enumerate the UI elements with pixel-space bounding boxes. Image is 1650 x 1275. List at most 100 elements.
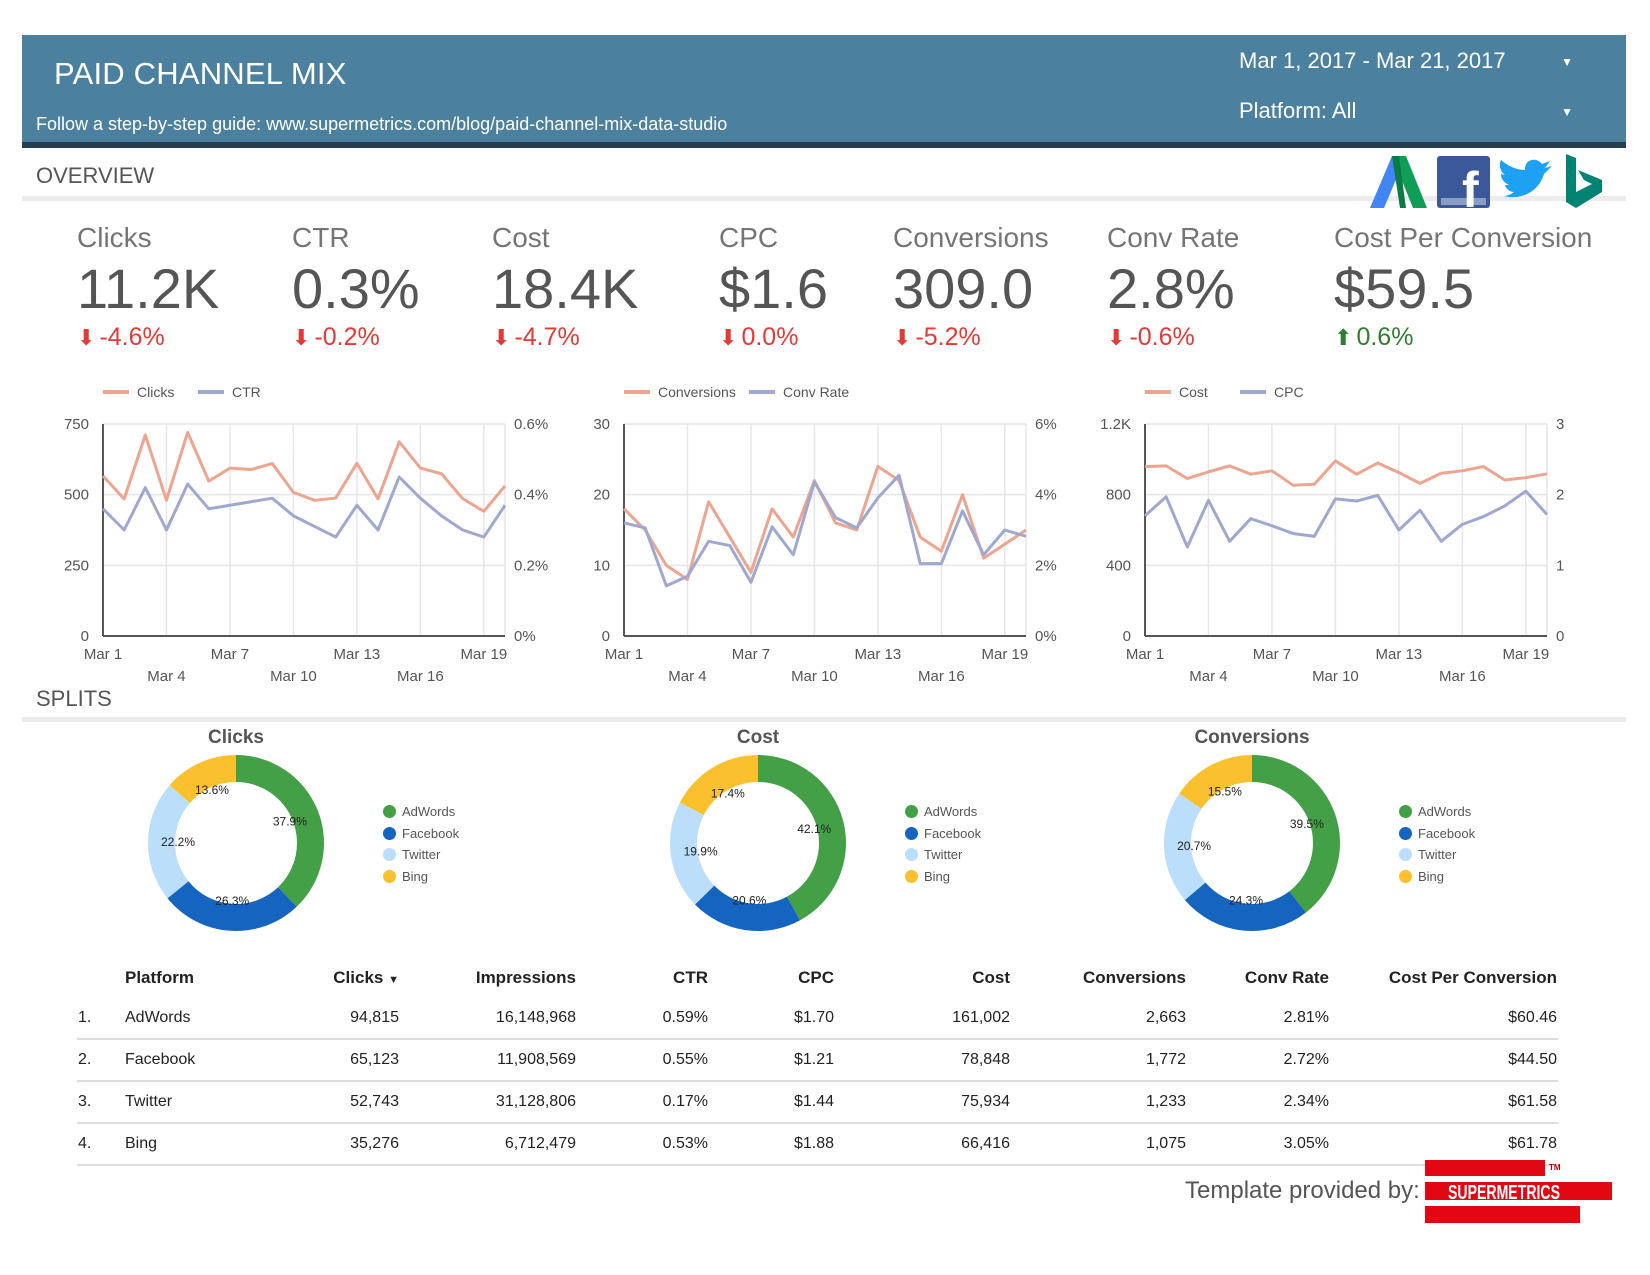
header-bottom-strip — [22, 142, 1626, 148]
y-tick-label-left: 20 — [593, 487, 610, 504]
cell-conversions: 1,772 — [1011, 1039, 1187, 1082]
legend-item-facebook[interactable]: Facebook — [383, 823, 459, 845]
legend-item-bing[interactable]: Bing — [1399, 866, 1475, 888]
x-tick-label: Mar 16 — [918, 668, 965, 685]
legend-label: Clicks — [137, 384, 174, 400]
x-tick-label: Mar 19 — [1502, 646, 1549, 663]
row-index: 3. — [77, 1081, 124, 1124]
column-header-cost[interactable]: Cost — [972, 968, 1010, 987]
column-header-cost-per-conversion[interactable]: Cost Per Conversion — [1388, 968, 1557, 987]
y-tick-label-left: 0 — [602, 628, 610, 645]
legend-item-facebook[interactable]: Facebook — [905, 823, 981, 845]
x-tick-label: Mar 10 — [270, 668, 317, 685]
legend-item-bing[interactable]: Bing — [383, 866, 459, 888]
cell-conv-rate: 3.05% — [1187, 1123, 1330, 1166]
supermetrics-logo[interactable]: SUPERMETRICS TM — [1420, 1158, 1615, 1226]
legend-item-twitter[interactable]: Twitter — [383, 844, 459, 866]
y-tick-label-right: 0.4% — [514, 487, 548, 504]
cell-impressions: 16,148,968 — [400, 998, 577, 1040]
column-header-impressions[interactable]: Impressions — [475, 968, 576, 987]
date-range-picker[interactable]: Mar 1, 2017 - Mar 21, 2017 ▼ — [1239, 48, 1599, 74]
legend-label: CTR — [232, 384, 261, 400]
column-header-clicks[interactable]: Clicks ▼ — [246, 958, 400, 998]
legend-label: AdWords — [1418, 804, 1472, 820]
kpi-cost: Cost 18.4K ⬇ -4.7% — [492, 222, 712, 352]
column-header-cpc[interactable]: CPC — [798, 968, 834, 987]
legend-item-adwords[interactable]: AdWords — [383, 801, 459, 823]
x-tick-label: Mar 13 — [334, 646, 381, 663]
table-row[interactable]: 3. Twitter 52,743 31,128,806 0.17% $1.44 75,93… — [77, 1081, 1558, 1124]
series-line-cpc — [1143, 489, 1549, 549]
legend-label: Bing — [1418, 868, 1445, 884]
legend-label: Conversions — [658, 384, 736, 400]
column-header-ctr[interactable]: CTR — [673, 968, 708, 987]
legend-label: CPC — [1274, 384, 1304, 400]
x-tick-label: Mar 16 — [397, 668, 444, 685]
x-tick-label: Mar 16 — [1439, 668, 1486, 685]
donut-chart-conversions: 39.5% 24.3% 20.7% 15.5% — [1164, 755, 1340, 931]
cell-impressions: 31,128,806 — [400, 1081, 577, 1124]
arrow-down-icon: ⬇ — [492, 325, 511, 350]
arrow-down-icon: ⬇ — [292, 325, 311, 350]
legend-dot — [383, 826, 396, 840]
row-index: 4. — [77, 1123, 124, 1166]
cell-ctr: 0.59% — [577, 998, 709, 1040]
legend-item-twitter[interactable]: Twitter — [1399, 844, 1475, 866]
donut-chart-clicks: 37.9% 26.3% 22.2% 13.6% — [148, 755, 325, 931]
x-tick-label: Mar 13 — [1376, 646, 1423, 663]
cell-cost-per-conversion: $61.58 — [1330, 1081, 1558, 1124]
legend-item-twitter[interactable]: Twitter — [905, 844, 981, 866]
x-tick-label: Mar 13 — [855, 646, 902, 663]
cell-clicks: 52,743 — [246, 1081, 400, 1124]
legend-item-facebook[interactable]: Facebook — [1399, 823, 1475, 845]
cell-cpc: $1.21 — [709, 1039, 835, 1082]
legend-item-adwords[interactable]: AdWords — [905, 801, 981, 823]
column-header-conv-rate[interactable]: Conv Rate — [1244, 968, 1329, 987]
date-range-value: Mar 1, 2017 - Mar 21, 2017 — [1239, 48, 1506, 73]
arrow-down-icon: ⬇ — [719, 325, 738, 350]
cell-conv-rate: 2.81% — [1187, 998, 1330, 1040]
cell-clicks: 65,123 — [246, 1039, 400, 1082]
cell-cost: 75,934 — [835, 1081, 1011, 1124]
kpi-value: 18.4K — [492, 257, 639, 320]
x-tick-label: Mar 1 — [1126, 646, 1164, 663]
x-tick-label: Mar 19 — [460, 646, 507, 663]
guide-link[interactable]: Follow a step-by-step guide: www.superme… — [36, 114, 728, 134]
column-header-platform[interactable]: Platform — [125, 968, 194, 987]
platform-filter[interactable]: Platform: All ▼ — [1239, 98, 1599, 124]
legend-item-bing[interactable]: Bing — [905, 866, 981, 888]
y-tick-label-right: 6% — [1035, 416, 1057, 433]
legend-dot — [1399, 826, 1412, 840]
cell-cost-per-conversion: $61.78 — [1330, 1123, 1558, 1166]
donut-slice-adwords — [236, 755, 325, 907]
series-line-cost — [1144, 459, 1548, 487]
slice-label: 22.2% — [161, 835, 195, 849]
table-row[interactable]: 1. AdWords 94,815 16,148,968 0.59% $1.70 161,0… — [77, 998, 1558, 1040]
facebook-logo-icon: f — [1437, 156, 1490, 210]
trademark-mark: TM — [1549, 1163, 1561, 1172]
legend-item-adwords[interactable]: AdWords — [1399, 801, 1475, 823]
donut-title: Clicks — [208, 727, 264, 748]
kpi-cpc: CPC $1.6 ⬇ 0.0% — [719, 222, 939, 352]
y-tick-label-right: 4% — [1035, 487, 1057, 504]
y-tick-label-right: 1 — [1556, 557, 1564, 574]
slice-label: 42.1% — [797, 822, 831, 836]
line-chart-2: 0 0% 10 2% 20 4% 30 6% Mar 1 Mar 7 Mar 13 Mar 19 Mar… — [593, 384, 1056, 685]
bing-logo-icon — [1566, 154, 1602, 208]
donut-title: Conversions — [1194, 727, 1310, 748]
cell-platform: Bing — [124, 1123, 246, 1166]
donut-slice-bing — [1179, 755, 1252, 809]
y-tick-label-right: 3 — [1556, 416, 1564, 433]
table-row[interactable]: 4. Bing 35,276 6,712,479 0.53% $1.88 66,416 1,0… — [77, 1123, 1558, 1166]
x-tick-label: Mar 7 — [211, 646, 249, 663]
y-tick-label-right: 0% — [514, 628, 536, 645]
legend-label: AdWords — [924, 804, 978, 820]
kpi-value: $59.5 — [1334, 257, 1475, 320]
legend-dot — [905, 848, 918, 862]
splits-divider — [22, 717, 1626, 722]
table-row[interactable]: 2. Facebook 65,123 11,908,569 0.55% $1.21 78,8… — [77, 1039, 1558, 1082]
kpi-value: 2.8% — [1107, 257, 1235, 320]
x-tick-label: Mar 1 — [84, 646, 122, 663]
y-tick-label-left: 0 — [81, 628, 89, 645]
column-header-conversions[interactable]: Conversions — [1083, 968, 1186, 987]
